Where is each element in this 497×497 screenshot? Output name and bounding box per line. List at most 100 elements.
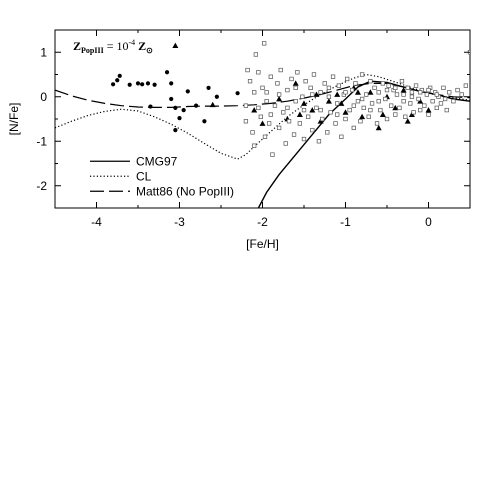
data-point-square	[301, 107, 307, 113]
data-point-square	[262, 41, 267, 46]
data-point-triangle	[342, 109, 349, 115]
y-tick-label: -1	[36, 134, 47, 148]
data-point-square	[266, 121, 272, 126]
curve-dashed	[55, 82, 470, 108]
data-point-square	[353, 81, 358, 86]
x-tick-label: -4	[91, 215, 102, 229]
data-point-circle	[152, 82, 157, 87]
data-point-square	[463, 83, 468, 88]
x-axis-label: [Fe/H]	[246, 237, 279, 251]
x-tick-label: -2	[257, 215, 268, 229]
data-point-square	[295, 70, 300, 75]
data-point-square	[285, 87, 290, 93]
data-point-square	[403, 114, 408, 119]
data-point-square	[253, 52, 259, 57]
data-point-circle	[235, 91, 240, 96]
data-point-square	[250, 130, 255, 135]
data-point-square	[389, 103, 394, 108]
data-point-square	[368, 107, 373, 113]
data-point-triangle	[259, 120, 266, 126]
data-point-square	[256, 105, 261, 111]
data-point-circle	[111, 82, 116, 87]
data-point-square	[349, 87, 355, 93]
data-point-square	[359, 72, 365, 77]
data-point-triangle	[325, 98, 332, 104]
model-annotation: ZPopIII = 10-4 Z⊙	[73, 38, 153, 55]
data-point-square	[459, 92, 464, 97]
data-point-circle	[169, 96, 174, 102]
x-tick-label: -1	[340, 215, 351, 229]
data-point-square	[393, 112, 398, 117]
y-tick-label: 0	[40, 90, 47, 104]
annotation-sub: PopIII	[81, 46, 104, 55]
data-point-square	[268, 112, 273, 117]
data-point-square	[424, 92, 429, 97]
data-point-circle	[115, 78, 120, 83]
data-point-circle	[164, 70, 170, 75]
data-point-square	[358, 119, 363, 124]
data-point-square	[359, 96, 365, 102]
data-point-square	[401, 92, 406, 97]
data-point-square	[369, 101, 375, 106]
data-point-square	[243, 103, 249, 108]
data-point-triangle	[309, 107, 316, 113]
data-point-square	[343, 90, 348, 95]
data-point-square	[243, 119, 249, 124]
data-point-square	[394, 92, 400, 97]
data-point-square	[376, 99, 381, 104]
data-point-square	[355, 99, 361, 104]
data-point-square	[258, 114, 263, 119]
data-point-square	[418, 90, 423, 95]
data-point-square	[326, 85, 332, 91]
data-point-square	[256, 70, 261, 75]
data-point-square	[314, 105, 319, 111]
data-point-square	[378, 107, 383, 113]
data-point-circle	[202, 119, 207, 124]
data-point-circle	[173, 128, 178, 133]
data-point-square	[262, 134, 268, 139]
data-point-square	[361, 105, 366, 111]
data-point-square	[316, 139, 322, 144]
legend-label: Matt86 (No PopIII)	[136, 184, 234, 198]
data-point-square	[438, 101, 444, 106]
data-point-square	[276, 125, 282, 131]
data-point-circle	[206, 85, 211, 90]
data-point-circle	[140, 82, 145, 87]
data-point-square	[335, 112, 340, 117]
data-point-square	[442, 96, 448, 102]
data-point-square	[247, 79, 253, 84]
data-point-square	[444, 107, 449, 113]
data-point-square	[281, 110, 286, 115]
data-point-square	[326, 94, 332, 99]
data-point-square	[310, 92, 315, 97]
data-point-triangle	[209, 101, 216, 108]
data-point-square	[285, 105, 290, 111]
data-point-circle	[181, 108, 186, 113]
data-point-square	[376, 90, 381, 95]
data-point-square	[447, 90, 452, 95]
data-point-square	[383, 96, 388, 102]
annotation-tail-sub: ⊙	[146, 46, 153, 55]
data-point-square	[401, 99, 406, 104]
data-point-triangle	[338, 100, 345, 106]
data-point-square	[283, 141, 288, 146]
data-point-square	[264, 99, 269, 104]
data-point-triangle	[296, 111, 303, 117]
data-point-square	[303, 79, 308, 84]
data-point-square	[297, 121, 302, 126]
observation-points	[111, 41, 470, 157]
annotation-tail: Z	[135, 39, 146, 53]
data-point-square	[384, 116, 390, 122]
data-point-square	[345, 76, 350, 82]
data-point-square	[441, 85, 446, 91]
data-point-square	[366, 114, 371, 119]
data-point-circle	[117, 73, 122, 78]
axis-ticks: -4 -3 -2 -1 0 1 0 -1 -2	[36, 29, 471, 229]
data-point-circle	[194, 103, 199, 108]
data-point-square	[311, 72, 317, 77]
data-point-square	[347, 107, 352, 113]
data-point-square	[339, 134, 344, 139]
data-point-square	[368, 79, 373, 84]
